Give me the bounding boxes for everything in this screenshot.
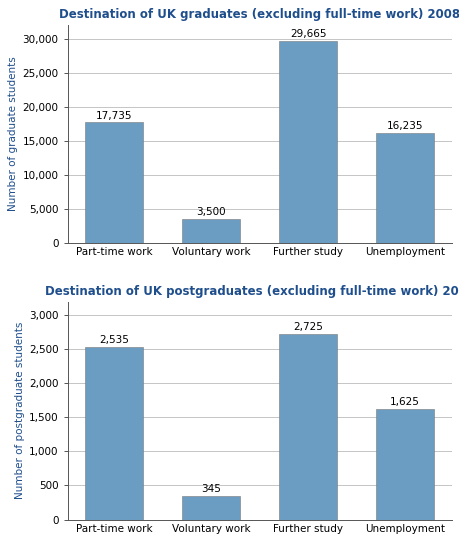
Text: 17,735: 17,735 — [96, 111, 132, 120]
Text: 2,535: 2,535 — [99, 335, 129, 345]
Text: 1,625: 1,625 — [389, 397, 419, 407]
Text: 2,725: 2,725 — [292, 322, 322, 332]
Bar — [85, 122, 143, 243]
Text: 16,235: 16,235 — [386, 121, 422, 131]
Y-axis label: Number of graduate students: Number of graduate students — [8, 57, 18, 211]
Bar — [182, 496, 240, 519]
Title: Destination of UK postgraduates (excluding full-time work) 2008: Destination of UK postgraduates (excludi… — [45, 285, 459, 298]
Bar — [279, 41, 336, 243]
Bar — [182, 219, 240, 243]
Bar — [375, 409, 433, 519]
Bar — [375, 132, 433, 243]
Y-axis label: Number of postgraduate students: Number of postgraduate students — [15, 322, 25, 499]
Bar — [279, 334, 336, 519]
Title: Destination of UK graduates (excluding full-time work) 2008: Destination of UK graduates (excluding f… — [59, 8, 459, 21]
Text: 29,665: 29,665 — [289, 29, 326, 40]
Text: 3,500: 3,500 — [196, 208, 225, 217]
Bar — [85, 347, 143, 519]
Text: 345: 345 — [201, 485, 221, 494]
